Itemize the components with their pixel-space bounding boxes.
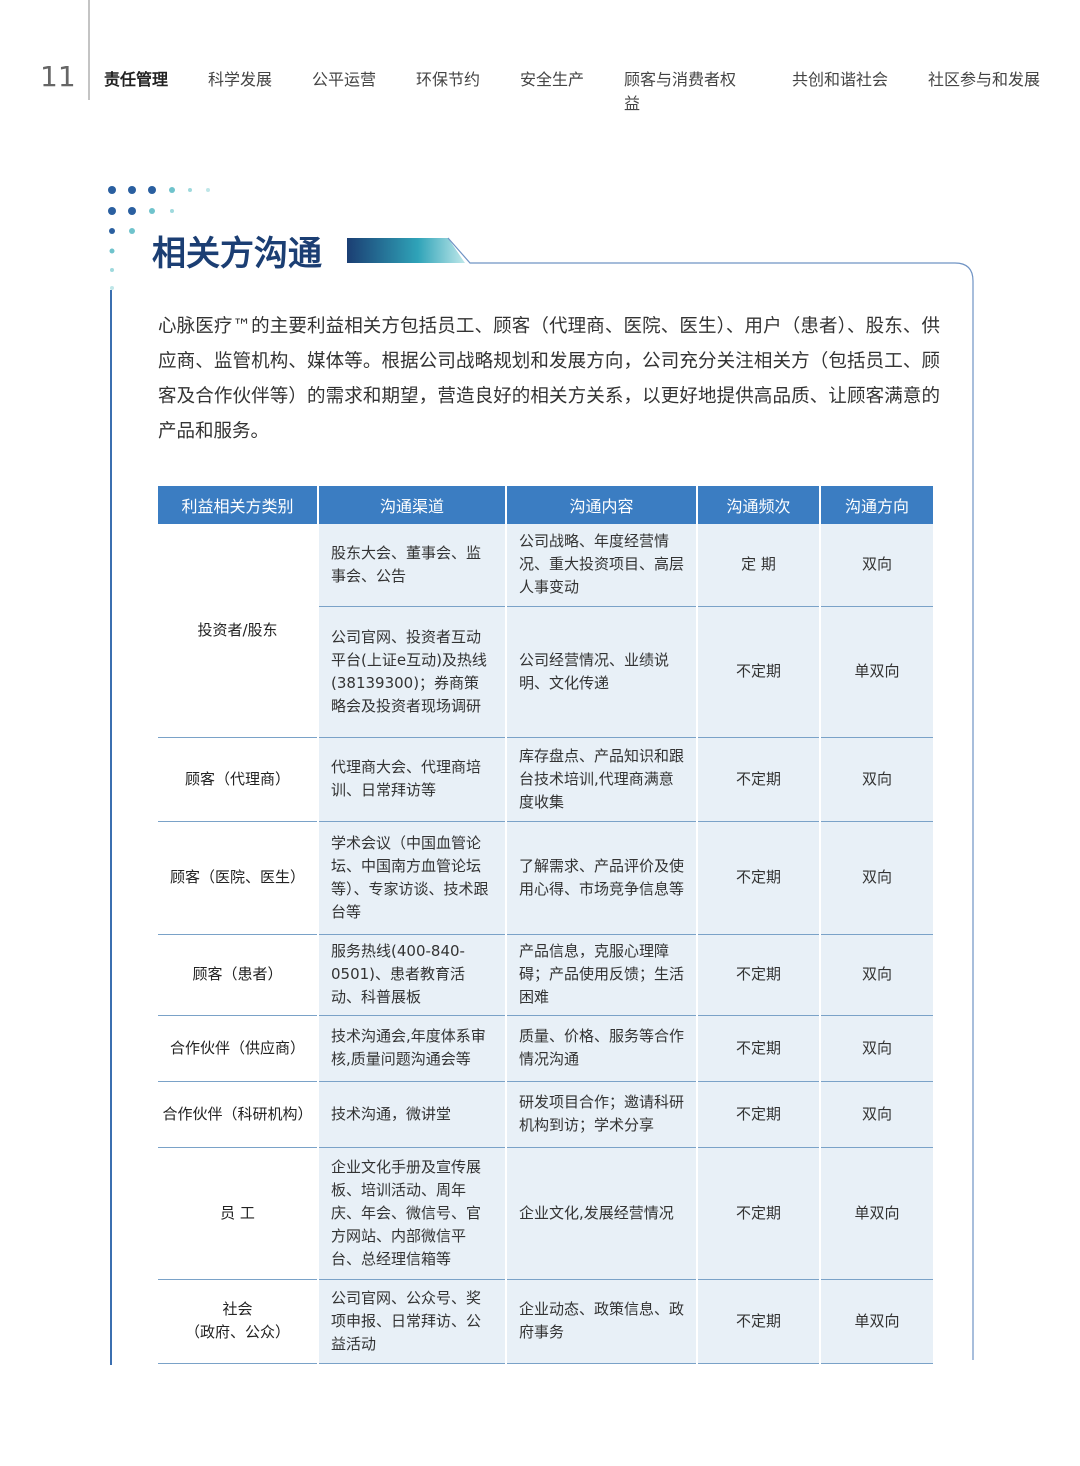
nav-item: 责任管理 (104, 70, 169, 89)
cell: 双向 (820, 934, 935, 1016)
table-row: 投资者/股东 股东大会、董事会、监事会、公告 公司战略、年度经营情况、重大投资项目、… (158, 524, 935, 738)
cell: 单双向 (820, 1147, 935, 1280)
nav-item: 共创和谐社会 (791, 70, 888, 89)
cell: 不定期 (697, 606, 821, 738)
cell: 服务热线(400-840-0501)、患者教育活动、科普展板 (318, 934, 507, 1016)
table-row: 合作伙伴（科研机构） 技术沟通，微讲堂 研发项目合作；邀请科研机构到访；学术分享 不定… (158, 1081, 935, 1148)
cell: 库存盘点、产品知识和跟台技术培训,代理商满意度收集 (506, 737, 698, 822)
cell: 不定期 (697, 737, 821, 822)
nav-item: 社区参与和发展 (927, 70, 1040, 89)
cell: 不定期 (697, 821, 821, 935)
cell: 单双向 (820, 606, 935, 738)
frame (447, 237, 974, 1360)
table-row: 员 工企业文化手册及宣传展板、培训活动、周年庆、年会、微信号、官方网站、内部微信… (158, 1147, 935, 1280)
cell: 单双向 (820, 1279, 935, 1364)
cell: 质量、价格、服务等合作情况沟通 (506, 1015, 698, 1082)
section-title: 相关方沟通 (152, 234, 322, 274)
category-cell: 社会 （政府、公众） (158, 1279, 319, 1364)
cell: 不定期 (697, 1015, 821, 1082)
table-row: 合作伙伴（供应商） 技术沟通会,年度体系审核,质量问题沟通会等 质量、价格、服务等合… (158, 1015, 935, 1082)
cell: 公司战略、年度经营情况、重大投资项目、高层人事变动 (506, 524, 698, 607)
cell: 不定期 (697, 934, 821, 1016)
nav-item: 环保节约 (416, 70, 481, 89)
nav-item: 科学发展 (208, 70, 273, 89)
cell: 双向 (820, 1081, 935, 1148)
cell: 双向 (820, 1015, 935, 1082)
nav: 责任管理 科学发展 公平运营 环保节约 安全生产 顾客与消费者权益 共创和谐社会 社区参与和发… (104, 66, 1080, 114)
header-cell: 沟通频次 (697, 486, 821, 524)
category-cell: 投资者/股东 (158, 524, 319, 738)
category-cell: 员 工 (158, 1147, 319, 1280)
dots (108, 186, 210, 290)
cell: 公司官网、投资者互动平台(上证e互动)及热线(38139300)；券商策略会及投… (318, 606, 507, 738)
table-row: 社会 （政府、公众） 公司官网、公众号、奖项申报、日常拜访、公益活动 企业动态、政策… (158, 1279, 935, 1364)
header-row: 利益相关方类别 沟通渠道 沟通内容 沟通频次 沟通方向 (158, 486, 935, 524)
table: 利益相关方类别 沟通渠道 沟通内容 沟通频次 沟通方向 投资者/股东 股东大会、董事会、监… (158, 486, 935, 1364)
cell: 双向 (820, 524, 935, 607)
header-cell: 沟通方向 (820, 486, 935, 524)
table-row: 公司官网、投资者互动平台(上证e互动)及热线(38139300)；券商策略会及投… (158, 606, 935, 738)
header-cell: 利益相关方类别 (158, 486, 319, 524)
nav-item: 安全生产 (520, 70, 585, 89)
table-row: 顾客（代理商） 代理商大会、代理商培训、日常拜访等 库存盘点、产品知识和跟台技术培训… (158, 737, 935, 822)
cell: 产品信息，克服心理障碍；产品使用反馈；生活困难 (506, 934, 698, 1016)
category-cell: 顾客（代理商） (158, 737, 319, 822)
cell: 代理商大会、代理商培训、日常拜访等 (318, 737, 507, 822)
cell: 公司经营情况、业绩说明、文化传递 (506, 606, 698, 738)
table-row: 顾客（医院、医生） 学术会议（中国血管论坛、中国南方血管论坛等）、专家访谈、技术跟… (158, 821, 935, 935)
cell: 技术沟通，微讲堂 (318, 1081, 507, 1148)
cell: 企业文化,发展经营情况 (506, 1147, 698, 1280)
cell: 公司官网、公众号、奖项申报、日常拜访、公益活动 (318, 1279, 507, 1364)
header-cell: 沟通渠道 (318, 486, 507, 524)
cell: 技术沟通会,年度体系审核,质量问题沟通会等 (318, 1015, 507, 1082)
cell: 了解需求、产品评价及使用心得、市场竞争信息等 (506, 821, 698, 935)
cell: 双向 (820, 737, 935, 822)
category-cell: 合作伙伴（供应商） (158, 1015, 319, 1082)
cell: 双向 (820, 821, 935, 935)
nav-item: 顾客与消费者权益 (624, 70, 737, 113)
nav-item: 公平运营 (312, 70, 377, 89)
page-number: 11 (40, 60, 76, 93)
cell: 企业文化手册及宣传展板、培训活动、周年庆、年会、微信号、官方网站、内部微信平台、… (318, 1147, 507, 1280)
cell: 学术会议（中国血管论坛、中国南方血管论坛等）、专家访谈、技术跟台等 (318, 821, 507, 935)
intro: 心脉医疗™的主要利益相关方包括员工、顾客（代理商、医院、医生）、用户（患者）、股… (158, 316, 940, 442)
cell: 不定期 (697, 1279, 821, 1364)
title-bar (347, 238, 465, 263)
cell: 定 期 (697, 524, 821, 607)
category-cell: 顾客（患者） (158, 934, 319, 1016)
header-cell: 沟通内容 (506, 486, 698, 524)
cell: 股东大会、董事会、监事会、公告 (318, 524, 507, 607)
cell: 不定期 (697, 1147, 821, 1280)
cell: 不定期 (697, 1081, 821, 1148)
category-cell: 顾客（医院、医生） (158, 821, 319, 935)
table-row: 顾客（患者） 服务热线(400-840-0501)、患者教育活动、科普展板 产品信息… (158, 934, 935, 1016)
cell: 企业动态、政策信息、政府事务 (506, 1279, 698, 1364)
category-cell: 合作伙伴（科研机构） (158, 1081, 319, 1148)
cell: 研发项目合作；邀请科研机构到访；学术分享 (506, 1081, 698, 1148)
